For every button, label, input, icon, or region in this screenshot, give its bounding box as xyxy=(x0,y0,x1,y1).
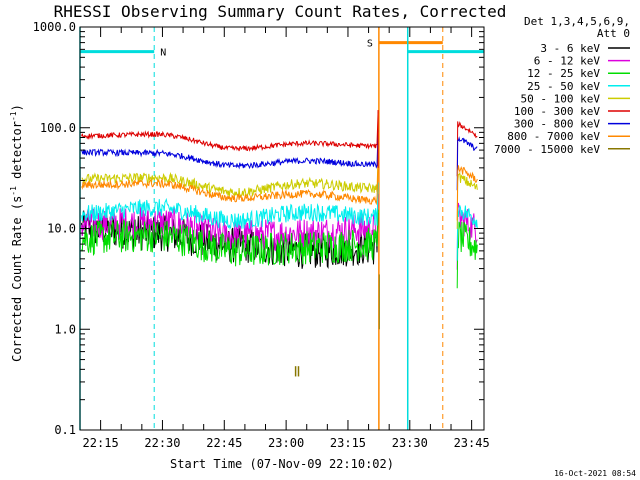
series-post-4 xyxy=(456,171,478,229)
y-tick-label-0: 0.1 xyxy=(54,423,76,437)
series-post-6 xyxy=(456,136,478,191)
series-post-7 xyxy=(456,165,478,221)
series-line-5 xyxy=(81,111,379,152)
legend-label-4: 50 - 100 keV xyxy=(521,92,601,105)
series-line-2 xyxy=(81,209,379,267)
y-axis-label: Corrected Count Rate (s-1 detector-1) xyxy=(9,104,24,362)
y-tick-label-1: 1.0 xyxy=(54,322,76,336)
legend-label-3: 25 - 50 keV xyxy=(527,80,600,93)
x-tick-label-2: 22:45 xyxy=(206,436,242,450)
series-post-2 xyxy=(456,221,478,289)
y-tick-label-4: 1000.0 xyxy=(33,20,76,34)
axes: 0.1 1.0 10.0 100.0 1000.0 22:15 22:30 22:45 23:0… xyxy=(33,20,490,450)
y-tick-label-2: 10.0 xyxy=(47,222,76,236)
series-post-3 xyxy=(456,205,478,261)
legend-header-line-0: Det 1,3,4,5,6,9, xyxy=(524,15,630,28)
series-line-4 xyxy=(81,153,379,198)
series-line-3 xyxy=(81,182,379,230)
series-line-7 xyxy=(81,165,379,206)
x-tick-label-6: 23:45 xyxy=(454,436,490,450)
x-tick-label-3: 23:00 xyxy=(268,436,304,450)
legend-label-6: 300 - 800 keV xyxy=(514,118,600,131)
x-tick-label-5: 23:30 xyxy=(392,436,428,450)
series-post-5 xyxy=(456,121,478,177)
marker-label-0: N xyxy=(160,48,166,59)
plot-area: NS xyxy=(79,27,485,430)
x-tick-label-0: 22:15 xyxy=(83,436,119,450)
marker-label-1: S xyxy=(367,39,373,50)
legend-header-line-1: Att 0 xyxy=(597,27,630,40)
legend-label-8: 7000 - 15000 keV xyxy=(494,143,600,156)
y-tick-label-3: 100.0 xyxy=(40,121,76,135)
x-axis-label: Start Time (07-Nov-09 22:10:02) xyxy=(170,457,394,471)
x-tick-label-1: 22:30 xyxy=(144,436,180,450)
series-line-0 xyxy=(81,210,379,269)
legend-label-7: 800 - 7000 keV xyxy=(507,130,600,143)
legend-label-0: 3 - 6 keV xyxy=(540,42,600,55)
plot-timestamp: 16-Oct-2021 08:54 xyxy=(554,469,636,478)
chart-title: RHESSI Observing Summary Count Rates, Co… xyxy=(54,2,507,21)
legend-label-2: 12 - 25 keV xyxy=(527,67,600,80)
series-line-6 xyxy=(81,130,379,170)
legend-header: Det 1,3,4,5,6,9,Att 0 xyxy=(524,15,630,40)
legend-label-5: 100 - 300 keV xyxy=(514,105,600,118)
x-tick-label-4: 23:15 xyxy=(330,436,366,450)
legend-label-1: 6 - 12 keV xyxy=(534,55,601,68)
